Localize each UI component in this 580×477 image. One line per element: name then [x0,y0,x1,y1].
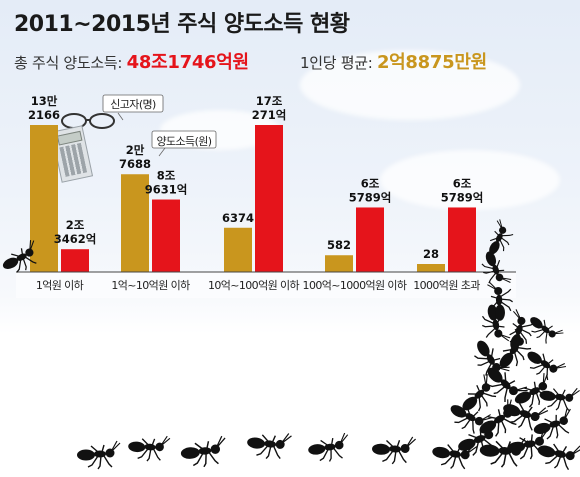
average-income-value: 2억8875만원 [376,52,487,73]
bar-income [152,199,180,272]
bar-value-label: 2166 [28,108,60,122]
ant-silhouette [537,443,580,471]
bar-value-label: 8조 [157,169,176,183]
ant-silhouette [487,367,528,402]
bar-income [448,207,476,272]
ant-silhouette [533,407,571,440]
bar-value-label: 271억 [252,108,287,122]
ant-silhouette [479,437,529,468]
ant-silhouette [481,304,511,342]
bar-value-label: 17조 [256,94,283,108]
legend-pointer [117,112,124,121]
bar-value-label: 5789억 [441,190,484,204]
ant-silhouette [247,433,292,460]
bar-value-label: 7688 [119,157,151,171]
ant-silhouette [128,435,171,462]
ant-silhouette [481,251,512,284]
x-tick-label: 1000억원 초과 [413,279,480,292]
bar-value-label: 6374 [222,211,254,225]
bar-reporters [121,174,149,272]
legend-entry: 양도소득(원) [157,135,212,148]
page-title: 2011~2015년 주식 양도소득 현황 [14,12,350,37]
ant-silhouette [539,387,580,411]
total-income-line: 총 주식 양도소득: 48조1746억원 [14,48,249,74]
ant-silhouette [180,435,226,468]
ant-silhouette [432,443,478,470]
ant-silhouette [503,403,549,431]
legend-pointer [158,147,166,157]
legend-entry: 신고자(명) [110,98,156,111]
average-income-line: 1인당 평균: 2억8875만원 [300,48,487,74]
ant-silhouette [77,440,121,470]
bar-value-label: 3462억 [54,232,97,246]
x-tick-label: 1억원 이하 [36,278,84,292]
bar-reporters [417,264,445,272]
ant-silhouette [308,432,349,462]
ant-silhouette [489,219,514,255]
ant-silhouette [450,405,493,434]
legend-box [151,130,217,149]
bar-value-label: 6조 [361,176,380,190]
cloud-decoration [300,50,520,120]
bar-value-label: 2만 [126,143,145,157]
bar-income [356,207,384,272]
ant-silhouette [487,281,513,321]
bar-reporters [224,227,252,272]
bar-income [61,249,89,272]
average-income-label: 1인당 평균: [300,54,373,72]
ant-silhouette [514,373,551,408]
legend-box [102,94,164,113]
ant-silhouette [530,317,564,344]
bar-value-label: 5789억 [349,190,392,204]
bar-reporters [325,255,353,272]
cloud-decoration [380,150,560,210]
bar-value-label: 28 [423,247,439,261]
total-income-label: 총 주식 양도소득: [14,54,123,72]
bar-income [255,125,283,272]
bar-value-label: 2조 [66,218,85,232]
ant-silhouette [509,309,535,350]
ant-silhouette [372,436,417,465]
x-tick-label: 10억~100억원 이하 [208,278,300,292]
bar-reporters [30,125,58,272]
ant-silhouette [2,240,37,273]
ant-silhouette [474,340,510,376]
bar-value-label: 582 [327,238,351,252]
bar-value-label: 9631억 [145,183,188,197]
ant-silhouette [527,351,567,381]
total-income-value: 48조1746억원 [126,52,249,73]
x-tick-label: 1억~10억원 이하 [111,278,190,292]
bar-value-label: 13만 [31,94,58,108]
x-tick-label: 100억~1000억원 이하 [303,278,407,292]
x-axis-band [16,272,516,298]
bar-value-label: 6조 [453,176,472,190]
